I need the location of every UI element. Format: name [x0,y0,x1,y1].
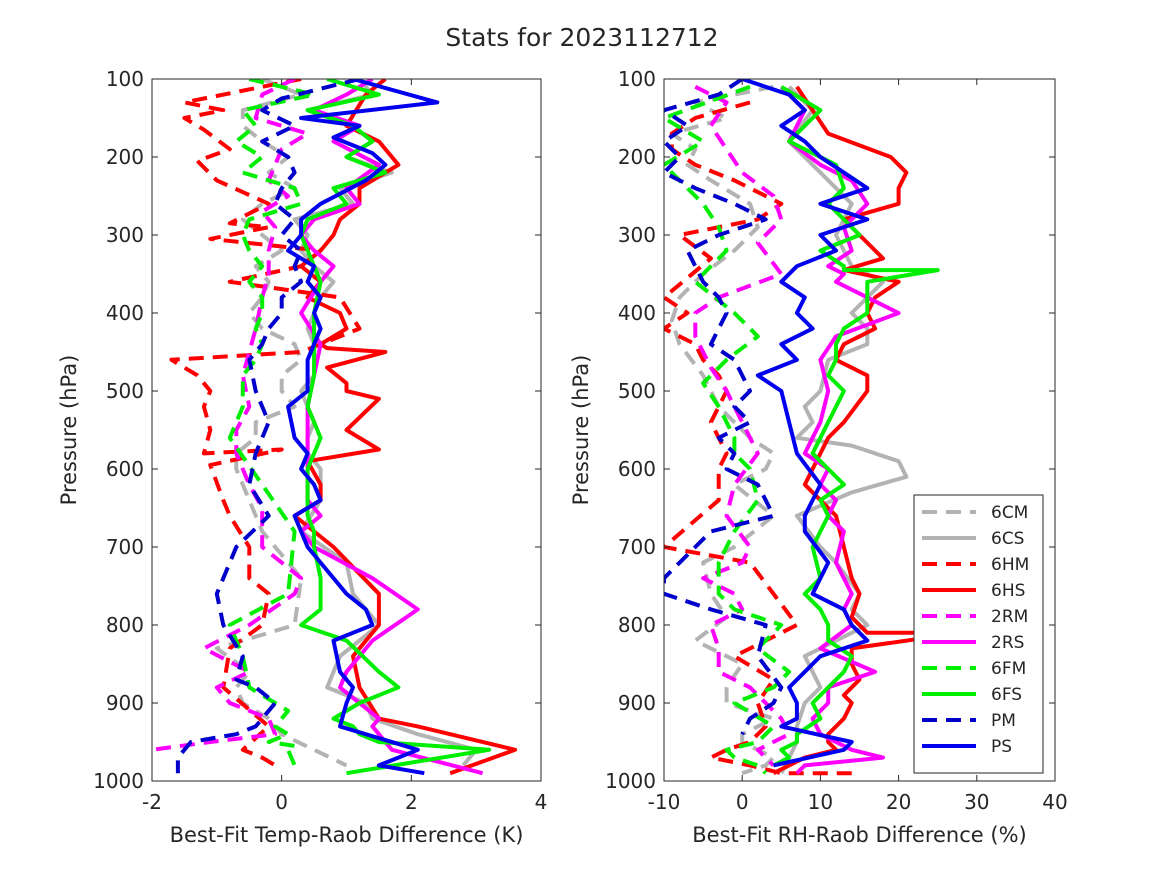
rh-y-tick-label: 500 [618,379,656,403]
rh-series-6hm-line [664,100,852,776]
temp-axes-box [151,78,542,782]
temp-y-axis-label: Pressure (hPa) [57,355,81,506]
legend-label-6fm: 6FM [991,659,1026,679]
temp-y-tick-label: 400 [106,301,144,325]
rh-y-tick-label: 1000 [605,769,656,793]
rh-y-tick-label: 900 [618,691,656,715]
rh-plot-lines [664,79,964,776]
rh-series-6fm-line [664,84,792,775]
rh-series-6fs-line [772,85,940,768]
rh-axes-frame [663,78,1056,782]
rh-x-tick-label: 0 [736,790,749,814]
legend-label-pm: PM [991,711,1016,731]
rh-x-axis-label: Best-Fit RH-Raob Difference (%) [692,823,1026,847]
legend-label-6cs: 6CS [991,529,1024,549]
rh-y-tick-label: 300 [618,223,656,247]
legend-label-2rm: 2RM [991,607,1028,627]
rh-x-tick-label: 40 [1042,790,1067,814]
temp-y-tick-label: 900 [106,691,144,715]
temp-series-6fs-line [299,79,492,776]
rh-series-ps-line [741,79,870,768]
legend-label-6cm: 6CM [991,503,1028,523]
temp-series-ps-line [286,79,440,776]
rh-x-tick-label: 30 [964,790,989,814]
rh-y-tick-label: 400 [618,301,656,325]
temp-y-tick-label: 500 [106,379,144,403]
legend-label-2rs: 2RS [991,633,1024,653]
temp-y-tick-label: 800 [106,613,144,637]
rh-series-6cs-line [779,85,909,775]
rh-series-pm-line [664,79,784,736]
rh-difference-axes: -10 0 10 20 30 40 100 200 300 400 500 600 700 800 900 1… [569,67,1068,847]
rh-y-tick-label: 800 [618,613,656,637]
temp-ticks: -2 0 2 4 100 200 300 400 500 600 700 800 900 1000 [93,67,547,814]
temp-y-tick-label: 600 [106,457,144,481]
rh-series-6cm-line [669,84,776,776]
rh-y-axis-label: Pressure (hPa) [569,355,593,506]
temp-y-tick-label: 100 [106,67,144,91]
figure-title: Stats for 2023112712 [445,23,718,52]
rh-y-tick-label: 600 [618,457,656,481]
temp-series-6hm-line [169,79,362,768]
rh-y-tick-label: 100 [618,67,656,91]
rh-x-tick-label: 20 [886,790,911,814]
rh-x-tick-label: -10 [648,790,681,814]
temp-x-tick-label: 2 [405,790,418,814]
rh-x-tick-label: 10 [808,790,833,814]
temp-x-axis-label: Best-Fit Temp-Raob Difference (K) [170,823,524,847]
legend-label-6fs: 6FS [991,685,1022,705]
temp-y-tick-label: 700 [106,535,144,559]
legend-label-6hs: 6HS [991,581,1025,601]
temp-series-2rm-line [152,79,310,752]
temp-y-tick-label: 1000 [93,769,144,793]
legend-box [913,494,1044,774]
rh-axes-box [663,78,1056,782]
temp-x-tick-label: -2 [142,790,162,814]
temp-x-tick-label: 4 [535,790,548,814]
legend: 6CM 6CS 6HM 6HS 2RM 2RS 6FM 6FS PM PS [913,494,1044,774]
temp-series-pm-line [175,79,360,774]
temp-x-tick-label: 0 [275,790,288,814]
rh-y-tick-label: 200 [618,145,656,169]
temp-plot-lines [152,79,518,776]
rh-y-tick-label: 700 [618,535,656,559]
rh-ticks: -10 0 10 20 30 40 100 200 300 400 500 600 700 800 900 1… [605,67,1068,814]
temp-y-tick-label: 200 [106,145,144,169]
temp-axes-frame [151,78,542,782]
legend-label-6hm: 6HM [991,555,1029,575]
rh-series-2rm-line [693,85,792,767]
legend-label-ps: PS [991,737,1012,757]
temp-difference-axes: -2 0 2 4 100 200 300 400 500 600 700 800 900 1000 Bes… [57,67,547,847]
temp-y-tick-label: 300 [106,223,144,247]
